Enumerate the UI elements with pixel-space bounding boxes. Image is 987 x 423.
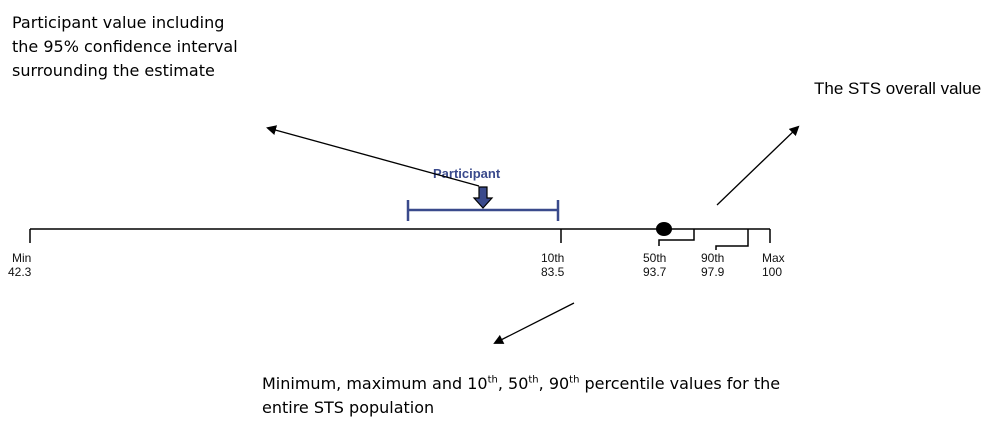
arrow-to-sts-note <box>716 125 800 206</box>
tick-label-50th-name: 50th <box>643 251 666 265</box>
tick-label-50th-value: 93.7 <box>643 265 667 279</box>
participant-marker-icon <box>472 186 494 209</box>
tick-90th-bracket <box>715 229 749 250</box>
participant-annotation: Participant value including the 95% conf… <box>12 13 238 80</box>
tick-label-90th-value: 97.9 <box>701 265 725 279</box>
percentile-annotation: Minimum, maximum and 10th, 50th, 90th pe… <box>262 374 781 417</box>
tick-label-min-name: Min <box>12 251 31 265</box>
tick-label-90th-name: 90th <box>701 251 724 265</box>
participant-label: Participant <box>433 166 501 181</box>
tick-label-10th-name: 10th <box>541 251 564 265</box>
arrow-to-percentile-note <box>493 302 575 344</box>
sts-overall-annotation: The STS overall value <box>814 79 982 98</box>
tick-label-max-value: 100 <box>762 265 782 279</box>
tick-label-10th-value: 83.5 <box>541 265 565 279</box>
arrow-to-participant-note <box>266 125 480 187</box>
tick-label-min-value: 42.3 <box>8 265 32 279</box>
tick-label-max-name: Max <box>762 251 785 265</box>
tick-50th-bracket <box>658 229 695 246</box>
sts-overall-dot <box>656 222 672 236</box>
